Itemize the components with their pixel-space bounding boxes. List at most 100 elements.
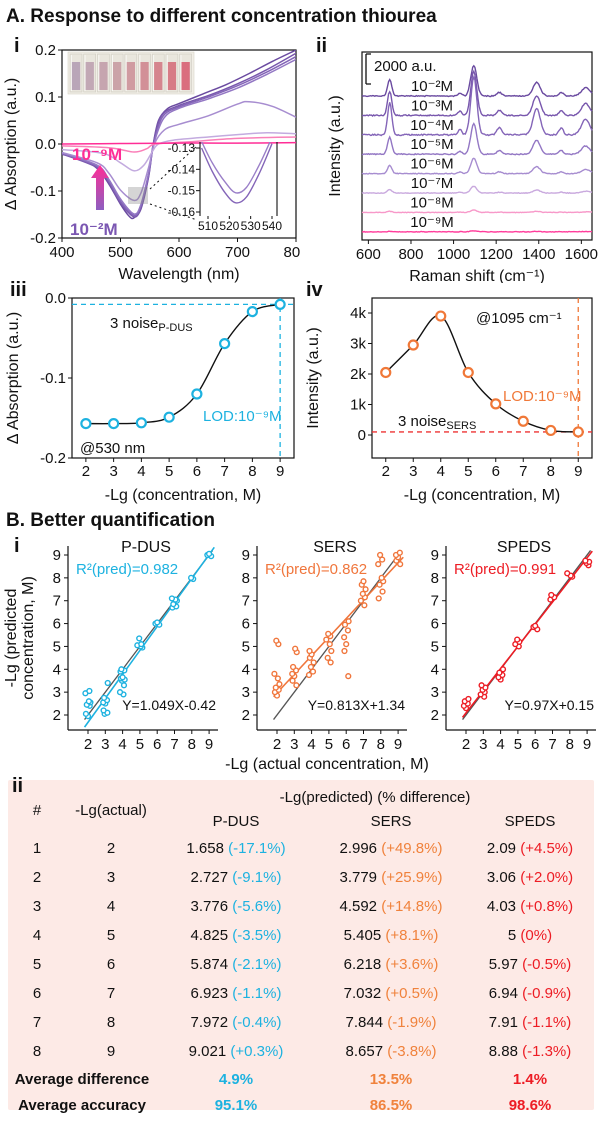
- data-point: [545, 424, 557, 437]
- data-point: [362, 586, 369, 593]
- summary-row: Average accuracy 95.1% 86.5% 98.6%: [8, 1092, 594, 1118]
- data-point: [462, 366, 474, 379]
- y-axis-label: Δ Absorption (a.u.): [5, 312, 22, 445]
- x-tick-label: 5: [514, 736, 522, 753]
- cell-speds: 3.06 (+2.0%): [466, 869, 594, 886]
- difference-percent: (-1.3%): [522, 1043, 572, 1060]
- cell-pdus: 3.776 (-5.6%): [156, 898, 316, 915]
- inset-spectrum: [200, 143, 273, 204]
- cell-pdus: 9.021 (+0.3%): [156, 1043, 316, 1060]
- x-tick-label: 4: [137, 463, 145, 480]
- trace-label: 10⁻³M: [411, 97, 453, 114]
- data-point: [80, 418, 92, 430]
- y-tick-label: 5: [242, 638, 250, 655]
- data-point: [490, 398, 502, 410]
- y-tick-label: 8: [53, 570, 61, 587]
- data-point: [499, 666, 507, 673]
- y-tick-label: 7: [242, 593, 250, 610]
- y-tick-label: 9: [242, 547, 250, 564]
- cell-num: 5: [32, 956, 42, 973]
- cell-sers: 5.405 (+8.1%): [316, 927, 466, 944]
- y-tick-label: 4: [242, 661, 250, 678]
- y-axis-label-line1: -Lg (predicted: [3, 589, 20, 688]
- trace-label: 10⁻⁴M: [410, 117, 454, 134]
- section-b-title: B. Better quantification: [6, 510, 216, 531]
- data-point: [274, 298, 286, 310]
- predicted-value: 9.021: [188, 1043, 231, 1060]
- data-point: [517, 415, 529, 427]
- cell-actual: 8: [106, 1014, 116, 1031]
- difference-percent: (-2.1%): [232, 956, 282, 973]
- x-tick-label: 8: [566, 736, 574, 753]
- x-tick-label: 4: [496, 736, 504, 753]
- cell-sers: 6.218 (+3.6%): [316, 956, 466, 973]
- chart-title-sers: SERS: [313, 539, 357, 556]
- cell-pdus: 7.972 (-0.4%): [156, 1014, 316, 1031]
- cell-pdus: 5.874 (-2.1%): [156, 956, 316, 973]
- data-point: [397, 561, 404, 568]
- data-point: [548, 591, 555, 599]
- data-point: [375, 595, 382, 602]
- cell-sers: 7.032 (+0.5%): [316, 985, 466, 1002]
- predicted-value: 5: [507, 927, 521, 944]
- summary-speds: 98.6%: [508, 1096, 552, 1114]
- x-tick-label: 6: [492, 463, 500, 480]
- x-tick-label: 1200: [479, 246, 512, 263]
- data-point: [135, 417, 147, 429]
- chart-title-pdus: P-DUS: [121, 539, 171, 556]
- data-point: [572, 426, 584, 438]
- x-tick-label: 5: [464, 463, 472, 480]
- y-tick-label: 5: [53, 638, 61, 655]
- data-point: [154, 619, 161, 626]
- x-tick-label: 400: [49, 244, 74, 261]
- sers-lod-curve-chart: 2 3 4 5 6 7 8 9 0 1k 2k 3k 4k -Lg (concentration, M) I…: [305, 297, 593, 504]
- raman-trace-10⁻⁸M: [361, 209, 593, 214]
- cell-speds: 4.03 (+0.8%): [466, 898, 594, 915]
- data-point: [514, 636, 521, 643]
- data-point: [163, 411, 175, 423]
- panel-label-b-i: i: [14, 535, 20, 557]
- equation-annotation: Y=1.049X-0.42: [122, 697, 216, 713]
- difference-percent: (-0.9%): [522, 985, 572, 1002]
- cell-actual: 5: [106, 927, 116, 944]
- spectra-series: [62, 50, 296, 220]
- r2-annotation: R²(pred)=0.982: [76, 561, 178, 578]
- y-tick-label: 0: [358, 427, 366, 444]
- raman-spectra-chart: 600 800 1000 1200 1400 1600 Raman shift (cm⁻¹)…: [327, 51, 598, 283]
- summary-speds: 1.4%: [512, 1070, 548, 1088]
- table-header: # -Lg(actual) -Lg(predicted) (% difference…: [8, 786, 594, 834]
- r2-annotation: R²(pred)=0.862: [265, 561, 367, 578]
- table-row: 4 5 4.825 (-3.5%) 5.405 (+8.1%) 5 (0%): [8, 921, 594, 950]
- x-tick-label: 9: [394, 736, 402, 753]
- pdus-lod-curve-chart: 2 3 4 5 6 7 8 9 0.0 -0.1 -0.2 -Lg (concentration, M…: [5, 290, 295, 504]
- x-tick-label: 3: [479, 736, 487, 753]
- y-tick-label: 1k: [350, 397, 366, 414]
- cell-pdus: 2.727 (-9.1%): [156, 869, 316, 886]
- difference-percent: (-17.1%): [228, 840, 286, 857]
- cell-num: 6: [32, 985, 42, 1002]
- data-point: [246, 306, 258, 318]
- cell-speds: 5.97 (-0.5%): [466, 956, 594, 973]
- x-tick-label: 5: [136, 736, 144, 753]
- y-tick-label: 2: [53, 707, 61, 724]
- cell-sers: 3.779 (+25.9%): [316, 869, 466, 886]
- data-point: [206, 550, 213, 557]
- table-row: 5 6 5.874 (-2.1%) 6.218 (+3.6%) 5.97 (-0.5%): [8, 950, 594, 979]
- x-axis-label: Wavelength (nm): [118, 266, 239, 283]
- x-tick-label: 600: [356, 246, 381, 263]
- predicted-value: 2.727: [190, 869, 233, 886]
- data-point: [582, 557, 589, 564]
- difference-percent: (+8.1%): [385, 927, 439, 944]
- data-point: [378, 574, 385, 581]
- cell-num: 8: [32, 1043, 42, 1060]
- y-tick-label: 2k: [350, 366, 366, 383]
- x-tick-label: 3: [290, 736, 298, 753]
- x-tick-label: 8: [377, 736, 385, 753]
- y-tick-label: 0.1: [35, 89, 56, 106]
- y-tick-label: 0.0: [35, 136, 56, 153]
- y-tick-label: 6: [242, 616, 250, 633]
- predicted-value: 6.923: [190, 985, 233, 1002]
- data-point: [274, 675, 281, 682]
- y-tick-label: -0.1: [40, 370, 66, 387]
- x-tick-label: 600: [166, 244, 191, 261]
